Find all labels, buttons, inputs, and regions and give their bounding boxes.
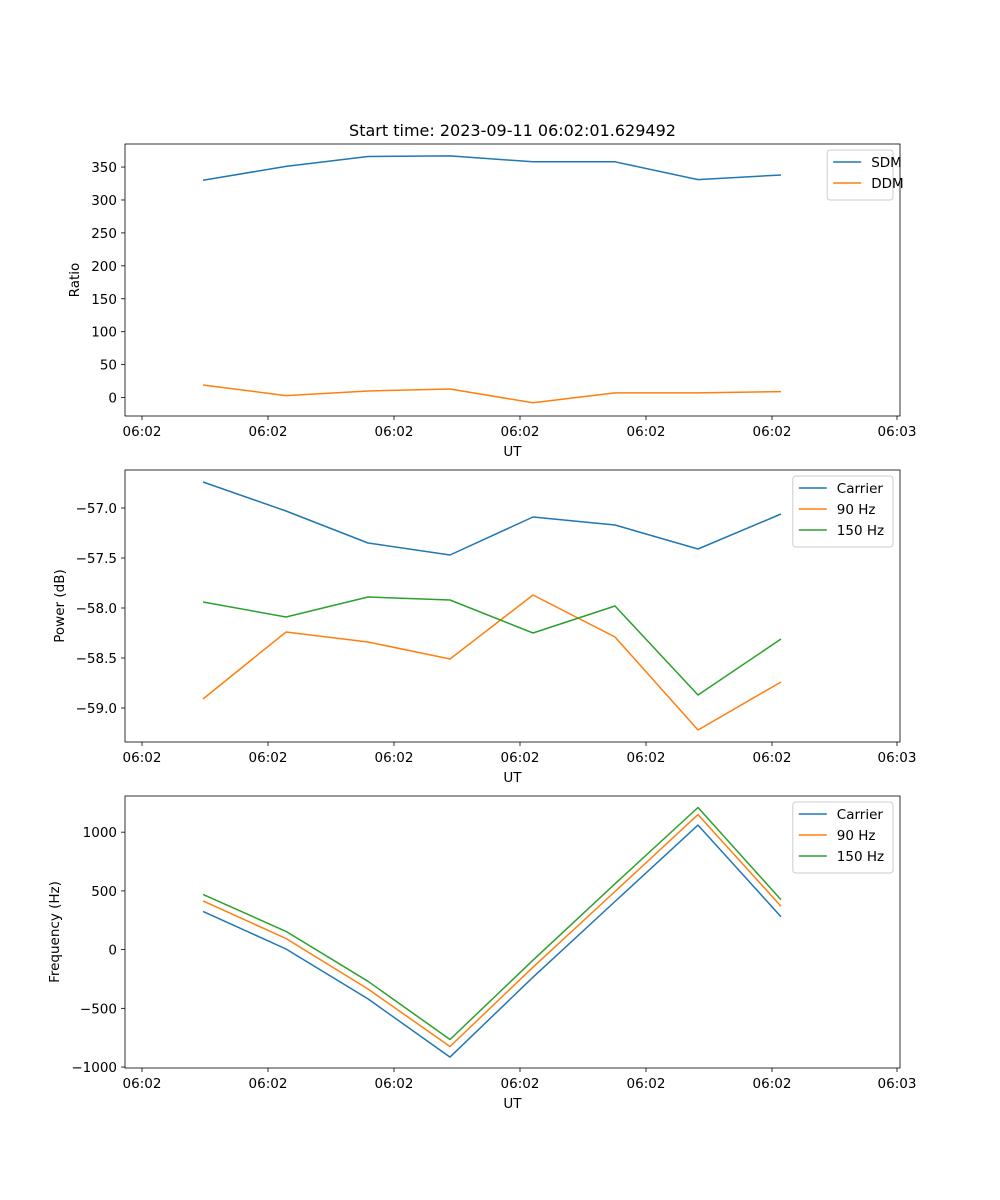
x-tick-label: 06:02 [123,1076,162,1092]
series-line-150-hz [202,596,782,696]
x-tick-label: 06:02 [375,424,414,440]
legend: Carrier 90 Hz 150 Hz [792,475,894,548]
x-tick-label: 06:03 [878,1076,917,1092]
legend-label: 90 Hz [837,502,876,518]
x-tick-label: 06:02 [501,424,540,440]
y-tick-label: 200 [91,259,117,275]
y-axis-label: Frequency (Hz) [47,881,63,983]
x-tick-label: 06:02 [501,750,540,766]
y-tick-label: 1000 [83,825,117,841]
x-tick-label: 06:03 [878,750,917,766]
y-tick-label: 250 [91,226,117,242]
series-line-150-hz [202,806,782,1041]
y-tick-label: −57.0 [76,501,117,517]
y-tick-label: −57.5 [76,551,117,567]
y-tick-label: −58.5 [76,651,117,667]
x-tick-label: 06:02 [753,424,792,440]
x-tick-label: 06:02 [375,750,414,766]
chart-panels: 06:02 06:02 06:02 06:02 06:02 06:02 06:03 0 50 10… [47,143,917,1112]
plot-frame [124,143,901,417]
y-tick-label: 500 [91,884,117,900]
y-tick-label: −1000 [71,1060,117,1076]
x-axis-label: UT [503,1096,522,1112]
legend-label: Carrier [837,481,884,497]
x-tick-label: 06:02 [627,1076,666,1092]
series-line-90-hz [202,594,782,731]
x-tick-label: 06:02 [501,1076,540,1092]
legend-label: SDM [871,155,902,171]
y-tick-label: 0 [108,943,117,959]
x-axis-label: UT [503,444,522,460]
x-tick-label: 06:02 [249,424,288,440]
y-axis-label: Ratio [67,263,83,298]
legend: Carrier 90 Hz 150 Hz [792,801,894,874]
series-line-sdm [202,155,782,181]
y-tick-label: −500 [80,1001,117,1017]
legend-label: 150 Hz [837,849,884,865]
series-line-carrier [202,481,782,556]
chart-title: Start time: 2023-09-11 06:02:01.629492 [349,121,676,140]
x-tick-label: 06:02 [249,750,288,766]
x-tick-label: 06:02 [753,1076,792,1092]
y-tick-label: 50 [100,358,117,374]
x-tick-label: 06:03 [878,424,917,440]
series-line-90-hz [202,813,782,1048]
chart-panel-1: 06:02 06:02 06:02 06:02 06:02 06:02 06:03 0 50 10… [67,143,917,460]
x-tick-label: 06:02 [753,750,792,766]
x-tick-label: 06:02 [249,1076,288,1092]
legend-label: 150 Hz [837,523,884,539]
plot-frame [124,795,901,1069]
y-tick-label: 350 [91,160,117,176]
y-axis-label: Power (dB) [52,569,68,642]
series-line-ddm [202,384,782,404]
y-tick-label: 150 [91,292,117,308]
y-tick-label: 0 [108,391,117,407]
y-tick-label: 100 [91,325,117,341]
x-tick-label: 06:02 [375,1076,414,1092]
plot-frame [124,469,901,743]
chart-panel-2: 06:02 06:02 06:02 06:02 06:02 06:02 06:03 −59.0… [52,469,917,786]
y-tick-label: −58.0 [76,601,117,617]
legend: SDM DDM [826,149,904,201]
chart-panel-3: 06:02 06:02 06:02 06:02 06:02 06:02 06:03 −1000… [47,795,917,1112]
x-tick-label: 06:02 [123,750,162,766]
x-tick-label: 06:02 [123,424,162,440]
x-axis-label: UT [503,770,522,786]
legend-label: DDM [871,176,903,192]
legend-label: 90 Hz [837,828,876,844]
x-tick-label: 06:02 [627,750,666,766]
y-tick-label: −59.0 [76,701,117,717]
y-tick-label: 300 [91,193,117,209]
legend-label: Carrier [837,807,884,823]
series-line-carrier [202,824,782,1058]
x-tick-label: 06:02 [627,424,666,440]
